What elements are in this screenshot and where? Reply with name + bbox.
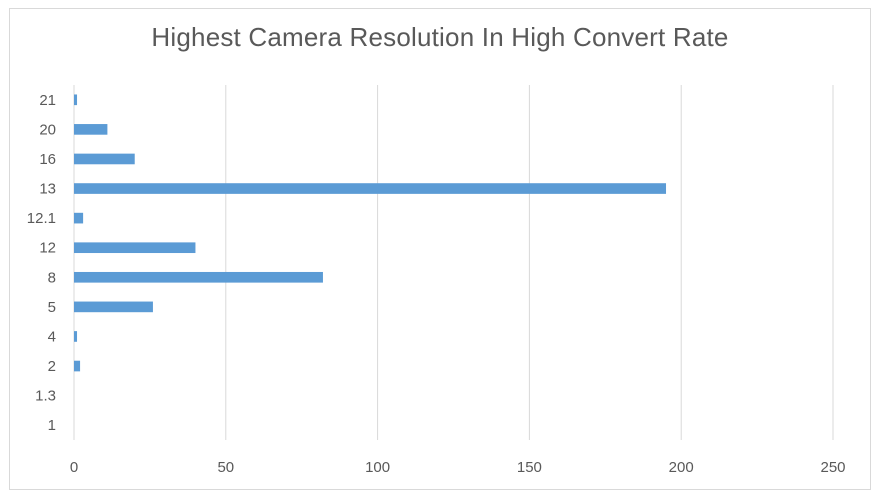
category-labels: 1 1.3 2 4 5 8 12 12.1 13 16 20 21 [27, 92, 56, 434]
x-tick-label: 200 [669, 459, 694, 476]
y-category-label: 21 [39, 92, 56, 109]
y-category-label: 2 [48, 358, 56, 375]
bar-5 [74, 301, 153, 313]
bar-2 [74, 360, 81, 372]
y-category-label: 5 [48, 299, 56, 316]
x-tick-label: 150 [517, 459, 542, 476]
y-category-label: 12 [39, 240, 56, 257]
x-tick-label: 250 [820, 459, 845, 476]
y-category-label: 16 [39, 151, 56, 168]
bar-8 [74, 271, 323, 283]
y-category-label: 8 [48, 269, 56, 286]
x-tick-label: 0 [70, 459, 78, 476]
bar-4 [74, 331, 78, 342]
value-tick-labels: 0 50 100 150 200 250 [70, 459, 846, 476]
bar-12.1 [74, 212, 84, 224]
y-category-label: 20 [39, 121, 56, 138]
x-tick-label: 100 [365, 459, 390, 476]
bars [74, 94, 667, 372]
y-category-label: 12.1 [27, 210, 56, 227]
y-category-label: 4 [48, 328, 56, 345]
chart-title: Highest Camera Resolution In High Conver… [151, 22, 729, 52]
bar-13 [74, 183, 667, 194]
gridlines [73, 85, 834, 440]
y-category-label: 13 [39, 181, 56, 198]
bar-20 [74, 124, 108, 135]
x-tick-label: 50 [217, 459, 234, 476]
y-category-label: 1.3 [35, 388, 56, 405]
y-category-label: 1 [48, 417, 56, 434]
bar-12 [74, 242, 196, 254]
bar-21 [74, 94, 78, 106]
bar-16 [74, 153, 135, 165]
